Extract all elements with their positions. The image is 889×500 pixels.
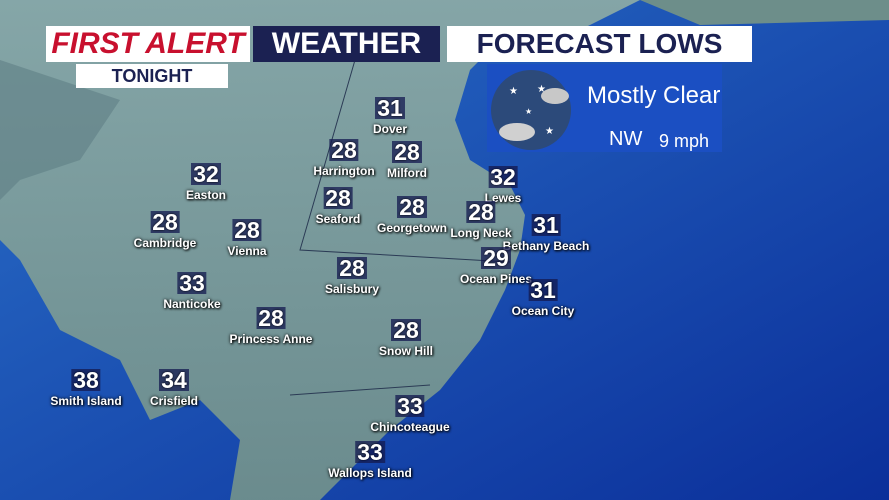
city-name: Ocean City [511,304,575,318]
city-temp: 28 [323,185,353,211]
city-name: Long Neck [450,226,512,240]
city-marker: 33 Chincoteague [370,393,450,435]
city-marker: 32 Easton [185,161,227,203]
city-name: Cambridge [133,236,197,250]
city-temp: 38 [71,367,101,393]
svg-text:★: ★ [537,84,546,95]
city-marker: 31 Dover [372,95,408,137]
city-name: Easton [185,188,227,202]
city-name: Bethany Beach [502,239,590,253]
city-marker: 31 Bethany Beach [502,212,590,254]
city-name: Crisfield [149,394,199,408]
city-temp: 28 [150,209,180,235]
city-marker: 28 Harrington [313,137,375,179]
city-marker: 32 Lewes [485,164,522,206]
city-temp: 31 [528,277,558,303]
city-temp: 32 [488,164,518,190]
city-marker: 28 Princess Anne [229,305,313,347]
wind-speed: 9 mph [659,131,710,151]
city-temp: 31 [375,95,405,121]
city-temp: 34 [159,367,189,393]
city-name: Wallops Island [328,466,412,480]
wind-direction: NW [609,128,643,150]
city-name: Smith Island [50,394,122,408]
city-marker: 28 Milford [387,139,427,181]
city-name: Milford [387,166,427,180]
city-temp: 28 [466,199,496,225]
city-marker: 28 Seaford [315,185,361,227]
subtitle: TONIGHT [76,64,228,88]
city-marker: 28 Salisbury [324,255,380,297]
city-marker: 28 Vienna [227,217,267,259]
city-marker: 28 Snow Hill [379,317,433,359]
city-name: Ocean Pines [459,272,533,286]
city-temp: 29 [481,245,511,271]
city-temp: 33 [395,393,425,419]
city-marker: 31 Ocean City [511,277,575,319]
city-marker: 34 Crisfield [149,367,199,409]
city-marker: 29 Ocean Pines [459,245,533,287]
city-temp: 33 [355,439,385,465]
city-temp: 32 [191,161,221,187]
conditions-panel: ★ ★ ★ ★ Mostly Clear NW 9 mph [487,64,722,152]
city-name: Dover [372,122,408,136]
city-name: Vienna [227,244,267,258]
city-name: Chincoteague [370,420,450,434]
city-marker: 33 Wallops Island [328,439,412,481]
city-name: Harrington [313,164,375,178]
city-temp: 28 [256,305,286,331]
sky-condition: Mostly Clear [587,82,721,109]
svg-text:★: ★ [509,86,518,97]
brand-weather: WEATHER [253,26,440,62]
title: FORECAST LOWS [447,26,752,62]
city-temp: 28 [337,255,367,281]
city-temp: 31 [531,212,561,238]
city-marker: 38 Smith Island [50,367,122,409]
city-temp: 28 [397,194,427,220]
city-name: Princess Anne [229,332,313,346]
brand-first: FIRST ALERT [46,26,250,62]
city-temp: 28 [232,217,262,243]
city-name: Salisbury [324,282,380,296]
city-temp: 28 [392,139,422,165]
city-temp: 33 [177,270,207,296]
city-name: Georgetown [376,221,448,235]
city-marker: 28 Georgetown [376,194,448,236]
city-name: Nanticoke [163,297,221,311]
city-temp: 28 [329,137,359,163]
city-marker: 28 Long Neck [450,199,512,241]
city-marker: 33 Nanticoke [163,270,221,312]
svg-text:★: ★ [545,126,554,137]
city-name: Seaford [315,212,361,226]
city-name: Snow Hill [379,344,433,358]
city-marker: 28 Cambridge [133,209,197,251]
svg-text:★: ★ [525,107,532,116]
city-temp: 28 [391,317,421,343]
moon-icon: ★ ★ ★ ★ [491,70,571,150]
